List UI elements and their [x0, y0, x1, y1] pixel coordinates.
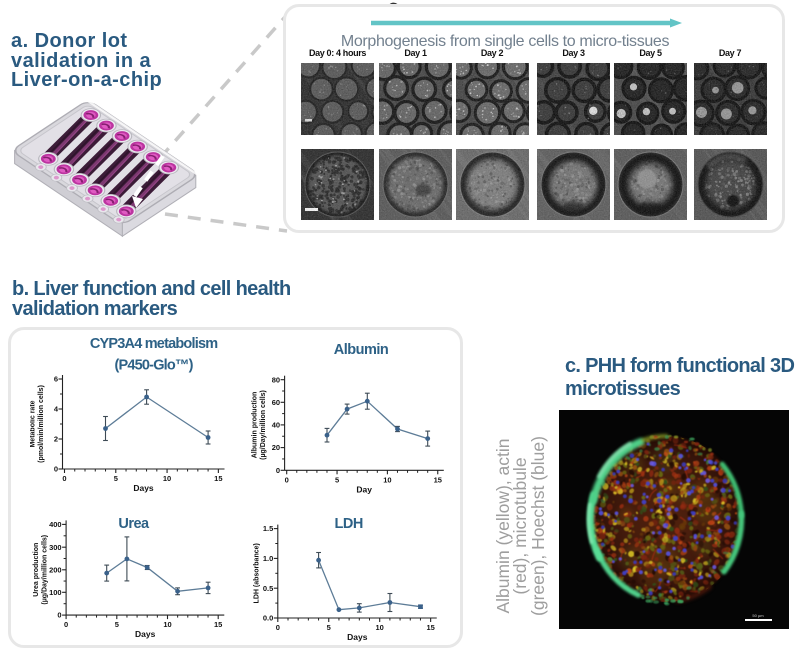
- svg-text:Metabolic rate: Metabolic rate: [30, 400, 37, 447]
- svg-text:0: 0: [54, 465, 58, 474]
- svg-text:Days: Days: [133, 483, 154, 493]
- svg-text:0: 0: [62, 474, 66, 483]
- svg-text:0: 0: [57, 611, 61, 620]
- svg-text:(µg/Day/million cells): (µg/Day/million cells): [42, 535, 49, 605]
- svg-text:Day: Day: [356, 484, 372, 494]
- svg-text:0: 0: [276, 623, 280, 632]
- svg-text:50 µm: 50 µm: [752, 613, 764, 618]
- svg-text:Days: Days: [347, 632, 368, 642]
- svg-text:15: 15: [214, 474, 222, 483]
- svg-text:5: 5: [114, 474, 118, 483]
- svg-text:100: 100: [49, 588, 62, 597]
- svg-text:Albumin production: Albumin production: [252, 392, 259, 459]
- svg-text:(µg/Day/million cells): (µg/Day/million cells): [260, 390, 267, 460]
- svg-text:6: 6: [54, 375, 58, 384]
- svg-text:Urea: Urea: [118, 516, 150, 532]
- svg-text:(pmol/min/million cells): (pmol/min/million cells): [38, 385, 45, 463]
- svg-text:5: 5: [327, 623, 331, 632]
- svg-text:10: 10: [383, 475, 391, 484]
- svg-text:0: 0: [64, 620, 68, 629]
- svg-text:(P450-Glo™): (P450-Glo™): [114, 358, 193, 374]
- svg-text:5: 5: [115, 620, 119, 629]
- svg-text:10: 10: [163, 474, 171, 483]
- svg-text:LDH (absorbance): LDH (absorbance): [253, 543, 260, 603]
- svg-text:40: 40: [272, 421, 280, 430]
- svg-text:60: 60: [272, 398, 280, 407]
- svg-text:LDH: LDH: [335, 516, 363, 532]
- svg-text:10: 10: [376, 623, 384, 632]
- svg-text:1.5: 1.5: [263, 524, 273, 533]
- svg-text:80: 80: [272, 375, 280, 384]
- svg-text:5: 5: [335, 475, 339, 484]
- svg-text:15: 15: [426, 623, 434, 632]
- svg-text:300: 300: [49, 543, 62, 552]
- svg-text:Albumin: Albumin: [334, 342, 389, 358]
- svg-text:0.0: 0.0: [263, 614, 273, 623]
- svg-text:15: 15: [214, 620, 222, 629]
- svg-text:4: 4: [54, 405, 59, 414]
- svg-text:200: 200: [49, 565, 62, 574]
- svg-text:1.0: 1.0: [263, 554, 273, 563]
- svg-text:15: 15: [434, 475, 442, 484]
- svg-text:0.5: 0.5: [263, 584, 273, 593]
- svg-text:10: 10: [163, 620, 171, 629]
- svg-text:Urea production: Urea production: [33, 543, 40, 597]
- svg-text:0: 0: [276, 466, 280, 475]
- svg-text:CYP3A4 metabolism: CYP3A4 metabolism: [90, 336, 217, 352]
- svg-text:Days: Days: [135, 629, 156, 639]
- svg-text:2: 2: [54, 435, 58, 444]
- svg-text:20: 20: [272, 443, 280, 452]
- svg-text:0: 0: [285, 475, 289, 484]
- svg-text:400: 400: [49, 520, 62, 529]
